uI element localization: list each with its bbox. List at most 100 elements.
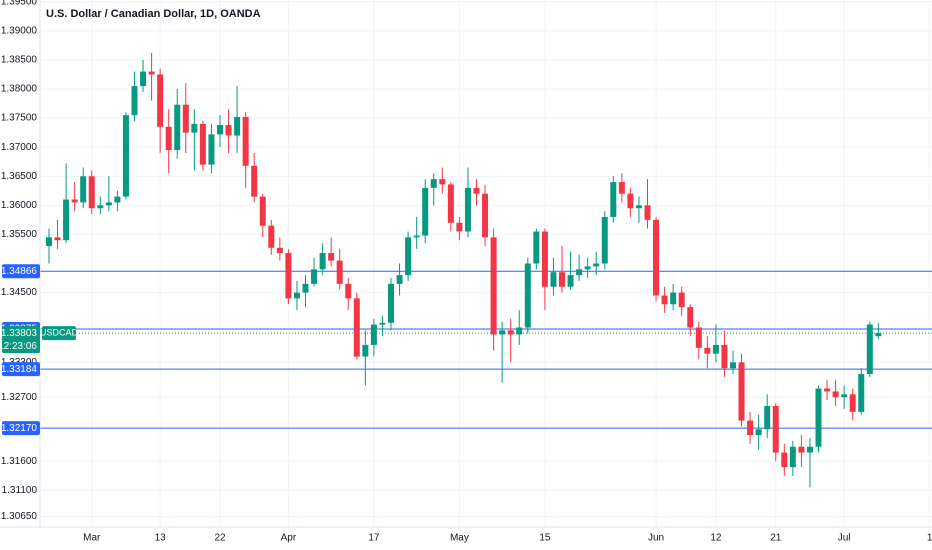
- level-label: 1.32170: [1, 423, 38, 434]
- candle-body: [781, 452, 788, 468]
- y-tick-label: 1.32700: [1, 392, 38, 403]
- candle-body: [730, 362, 736, 369]
- candle-body: [524, 263, 531, 328]
- candle-body: [866, 324, 873, 375]
- candle-body: [157, 74, 164, 127]
- candle-body: [148, 71, 155, 75]
- candle-body: [345, 283, 352, 299]
- symbol-tag: [42, 326, 76, 341]
- candle-body: [772, 406, 779, 453]
- x-tick-label: 13: [155, 533, 167, 544]
- candle-body: [217, 125, 223, 135]
- candle-body: [593, 263, 600, 267]
- x-tick-label: 15: [539, 533, 551, 544]
- candle-body: [174, 104, 181, 151]
- candle-body: [456, 222, 463, 232]
- candle-body: [97, 205, 104, 209]
- candle-body: [747, 420, 754, 436]
- candle-body: [559, 272, 565, 287]
- candle-body: [499, 330, 506, 335]
- candle-body: [353, 298, 360, 357]
- x-tick-label: 1: [927, 533, 932, 544]
- candle-body: [225, 125, 232, 136]
- candle-body: [268, 225, 275, 248]
- y-tick-label: 1.37000: [1, 142, 38, 153]
- candle-body: [704, 347, 711, 354]
- candle-body: [849, 394, 856, 412]
- candle-body: [447, 184, 454, 223]
- candle-body: [293, 292, 300, 299]
- y-tick-label: 1.31100: [2, 485, 38, 496]
- candle-body: [234, 116, 241, 136]
- candle-body: [319, 253, 326, 270]
- candle-body: [858, 374, 865, 412]
- y-tick-label: 1.34500: [1, 287, 38, 298]
- candle-body: [405, 237, 412, 276]
- y-tick-label: 1.39500: [1, 0, 38, 7]
- grid: [40, 0, 932, 527]
- candle-body: [439, 179, 446, 185]
- candle-body: [251, 165, 258, 197]
- candle-body: [71, 199, 78, 203]
- x-tick-label: 12: [710, 533, 722, 544]
- candle-body: [567, 275, 574, 287]
- candle-body: [576, 269, 583, 276]
- candle-body: [191, 123, 198, 133]
- candle-body: [199, 123, 206, 165]
- candle-body: [653, 219, 660, 296]
- candle-body: [738, 362, 745, 421]
- x-tick-label: Mar: [83, 533, 101, 544]
- candles: [46, 52, 882, 488]
- candle-body: [311, 269, 318, 284]
- candle-body: [336, 260, 343, 284]
- candle-body: [789, 446, 796, 468]
- candle-body: [824, 388, 831, 392]
- last-price-label: 1.33803: [1, 328, 38, 339]
- candle-body: [541, 231, 548, 287]
- candle-body: [721, 344, 728, 369]
- candle-body: [806, 446, 813, 453]
- y-tick-label: 1.36000: [1, 200, 38, 211]
- candle-body: [276, 247, 283, 254]
- candle-body: [388, 283, 394, 323]
- candle-body: [430, 179, 437, 188]
- level-label-box: [2, 362, 40, 377]
- candle-body: [678, 292, 685, 308]
- last-price-box: [2, 326, 40, 354]
- candle-body: [482, 193, 489, 238]
- candle-body: [302, 283, 309, 293]
- x-tick-label: 17: [368, 533, 380, 544]
- candle-body: [63, 199, 70, 241]
- candle-body: [490, 237, 497, 335]
- level-label: 1.33184: [1, 364, 38, 375]
- candle-body: [764, 406, 771, 430]
- candle-body: [114, 196, 121, 203]
- candle-body: [695, 327, 702, 348]
- price-axis: [0, 0, 40, 527]
- y-tick-label: 1.31600: [1, 456, 38, 467]
- candle-body: [370, 324, 377, 345]
- candle-body: [644, 205, 651, 220]
- candle-body: [379, 322, 386, 325]
- candle-body: [464, 187, 471, 232]
- candle-body: [182, 104, 189, 133]
- candle-body: [105, 202, 112, 206]
- y-tick-label: 1.30650: [1, 511, 38, 522]
- candle-body: [88, 176, 95, 209]
- candle-body: [687, 307, 694, 328]
- candle-body: [516, 327, 523, 335]
- candle-body: [550, 272, 557, 287]
- x-tick-label: Jul: [838, 533, 851, 544]
- candle-body: [122, 115, 129, 197]
- candle-body: [259, 196, 266, 226]
- candle-body: [328, 253, 335, 261]
- level-label: 1.34866: [1, 266, 38, 277]
- x-tick-label: Jun: [648, 533, 664, 544]
- x-tick-label: May: [450, 533, 469, 544]
- x-tick-label: 21: [770, 533, 782, 544]
- candle-body: [80, 176, 87, 203]
- y-tick-label: 1.37500: [1, 113, 38, 124]
- levels: [40, 270, 932, 429]
- candle-body: [670, 292, 677, 305]
- candle-body: [165, 126, 172, 151]
